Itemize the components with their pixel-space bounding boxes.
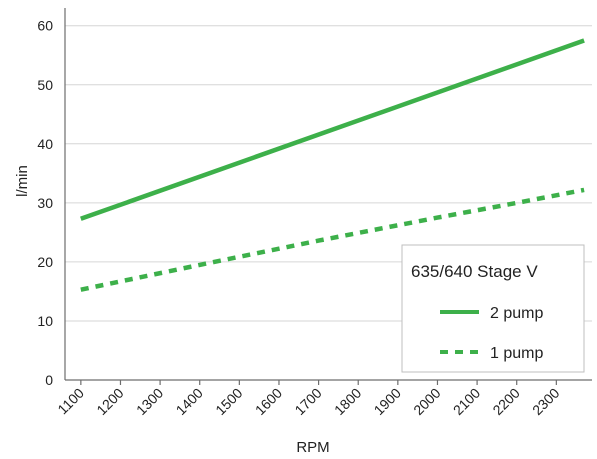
x-tick-label: 1500 [212,385,245,418]
x-tick-label: 1900 [371,385,404,418]
x-axis-ticks: 1100 1200 1300 1400 1500 1600 1700 1800 1900 2000… [54,380,563,418]
axes [64,8,592,381]
x-tick-label: 2200 [489,385,522,418]
y-tick-label: 30 [37,195,53,211]
x-tick-label: 2100 [450,385,483,418]
series-lines [80,38,585,292]
y-tick-label: 50 [37,77,53,93]
x-tick-label: 1100 [54,385,87,418]
x-tick-label: 2000 [410,385,443,418]
legend-label-1-pump: 1 pump [490,345,543,362]
x-tick-label: 1300 [133,385,166,418]
legend-box [401,244,585,373]
y-tick-label: 0 [45,372,53,388]
legend-title: 635/640 Stage V [411,262,538,281]
x-tick-label: 2300 [529,385,562,418]
x-axis-title: RPM [296,439,329,456]
series-line-2-pump [80,38,585,221]
legend-label-2-pump: 2 pump [490,305,543,322]
x-tick-label: 1200 [93,385,126,418]
y-tick-label: 10 [37,313,53,329]
y-tick-label: 60 [37,18,53,34]
x-tick-label: 1700 [291,385,324,418]
y-tick-label: 20 [37,254,53,270]
x-tick-label: 1800 [331,385,364,418]
x-tick-label: 1600 [252,385,285,418]
y-axis-title: l/min [14,165,31,197]
x-tick-label: 1400 [172,385,205,418]
y-axis-ticks: 0 10 20 30 40 50 60 [37,18,53,388]
legend: 635/640 Stage V 2 pump 1 pump [401,244,585,373]
series-line-1-pump [80,187,585,292]
y-tick-label: 40 [37,136,53,152]
